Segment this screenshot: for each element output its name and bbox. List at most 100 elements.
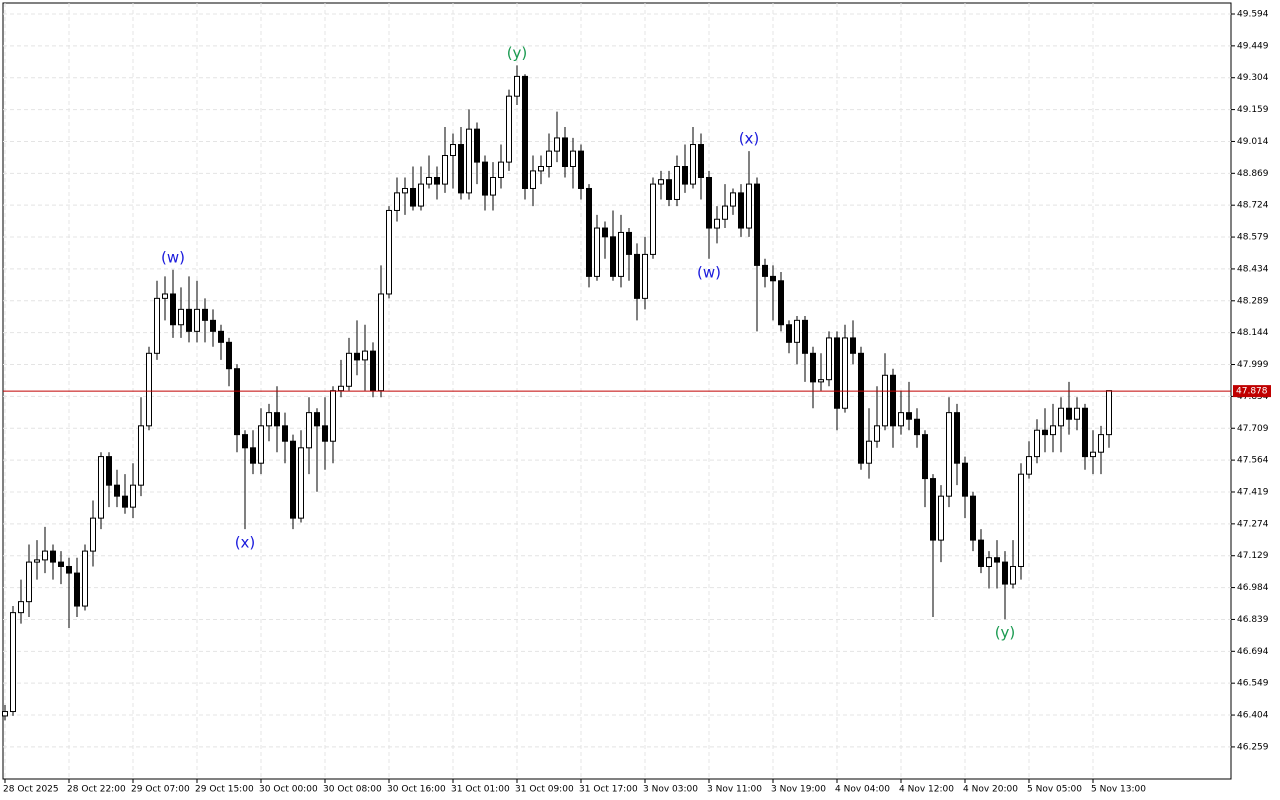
candle-body xyxy=(242,434,248,449)
candle-body xyxy=(1002,561,1008,585)
candle-body xyxy=(74,572,80,607)
candle-body xyxy=(850,337,856,354)
candle-body xyxy=(178,308,184,326)
y-tick-label: 47.709 xyxy=(1237,424,1269,434)
candle-body xyxy=(738,192,744,229)
x-tick-label: 29 Oct 07:00 xyxy=(131,785,190,795)
candle-body xyxy=(18,601,24,614)
wave-label: (y) xyxy=(995,624,1016,642)
candle-body xyxy=(1066,407,1072,420)
candle-body xyxy=(42,550,48,561)
y-tick-label: 49.449 xyxy=(1237,41,1269,51)
candle-body xyxy=(538,166,544,172)
candle-body xyxy=(58,561,64,567)
candle-body xyxy=(858,352,864,464)
wave-label: (x) xyxy=(235,534,256,552)
candle-body xyxy=(818,379,824,383)
candle-body xyxy=(1082,407,1088,458)
candle-body xyxy=(450,144,456,157)
candle-body xyxy=(586,187,592,277)
candle-body xyxy=(554,137,560,152)
candle-body xyxy=(98,456,104,519)
candle-body xyxy=(874,425,880,442)
candle-body xyxy=(202,308,208,321)
candle-body xyxy=(266,412,272,427)
candle-body xyxy=(1090,451,1096,458)
candle-body xyxy=(474,128,480,163)
candle-body xyxy=(682,166,688,185)
y-tick-label: 49.304 xyxy=(1237,73,1269,83)
candle-body xyxy=(194,308,200,332)
x-tick-label: 3 Nov 11:00 xyxy=(707,785,762,795)
candle-body xyxy=(834,337,840,409)
candle-body xyxy=(306,412,312,449)
candle-body xyxy=(594,227,600,277)
candle-body xyxy=(626,231,632,255)
candle-body xyxy=(314,412,320,427)
candle-body xyxy=(898,412,904,427)
candle-body xyxy=(1074,407,1080,420)
candle-body xyxy=(650,183,656,255)
candle-body xyxy=(378,293,384,392)
candle-body xyxy=(826,337,832,381)
candle-body xyxy=(746,183,752,229)
candle-body xyxy=(114,484,120,497)
candle-body xyxy=(1018,473,1024,567)
candle-body xyxy=(962,462,968,497)
y-tick-label: 46.839 xyxy=(1237,615,1269,625)
candle-body xyxy=(2,711,8,717)
y-tick-label: 48.289 xyxy=(1237,296,1269,306)
candle-body xyxy=(426,176,432,185)
current-price-box xyxy=(1233,385,1271,398)
candle-body xyxy=(370,350,376,392)
x-tick-label: 4 Nov 20:00 xyxy=(963,785,1018,795)
candle-body xyxy=(34,559,40,563)
candle-body xyxy=(26,561,32,603)
y-tick-label: 48.144 xyxy=(1237,328,1269,338)
candle-body xyxy=(322,425,328,442)
candle-body xyxy=(394,192,400,211)
candle-body xyxy=(282,425,288,442)
candle-body xyxy=(146,352,152,427)
candle-body xyxy=(1042,429,1048,436)
x-tick-label: 28 Oct 2025 xyxy=(3,785,59,795)
candle-body xyxy=(786,324,792,343)
y-tick-label: 49.159 xyxy=(1237,105,1269,115)
candle-body xyxy=(970,495,976,541)
candle-body xyxy=(338,385,344,392)
candle-body xyxy=(546,150,552,168)
candle-body xyxy=(354,352,360,361)
candle-body xyxy=(1034,429,1040,458)
candle-body xyxy=(706,176,712,229)
current-price-label: 47.878 xyxy=(1236,387,1268,397)
candle-body xyxy=(762,264,768,277)
candle-body xyxy=(674,166,680,200)
y-tick-label: 46.259 xyxy=(1237,742,1269,752)
y-tick-label: 48.434 xyxy=(1237,264,1269,274)
candle-body xyxy=(1010,565,1016,585)
candle-body xyxy=(698,144,704,178)
candle-body xyxy=(930,478,936,541)
candle-body xyxy=(498,161,504,178)
candle-body xyxy=(882,374,888,427)
candle-body xyxy=(274,412,280,427)
candle-body xyxy=(10,612,16,713)
x-tick-label: 4 Nov 04:00 xyxy=(835,785,890,795)
candle-body xyxy=(634,253,640,299)
candle-body xyxy=(522,75,528,189)
candle-body xyxy=(482,161,488,196)
x-tick-label: 5 Nov 13:00 xyxy=(1091,785,1146,795)
x-tick-label: 3 Nov 19:00 xyxy=(771,785,826,795)
candle-body xyxy=(866,440,872,464)
candle-body xyxy=(666,179,672,200)
candle-body xyxy=(170,293,176,326)
candle-body xyxy=(330,390,336,442)
candle-body xyxy=(1098,434,1104,453)
x-tick-label: 29 Oct 15:00 xyxy=(195,785,254,795)
candle-body xyxy=(658,179,664,185)
candle-body xyxy=(562,137,568,168)
candle-body xyxy=(610,236,616,277)
candle-body xyxy=(298,447,304,519)
candle-body xyxy=(210,319,216,332)
candle-body xyxy=(1058,407,1064,427)
